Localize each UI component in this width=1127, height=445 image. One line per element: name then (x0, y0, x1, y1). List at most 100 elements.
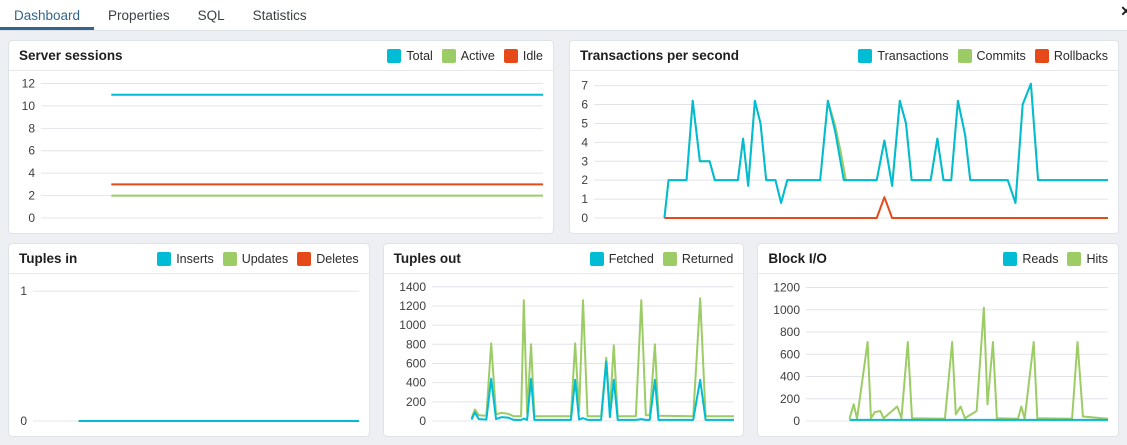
svg-text:7: 7 (581, 79, 588, 93)
legend-item: Idle (503, 48, 543, 63)
svg-text:0: 0 (20, 414, 27, 428)
svg-text:6: 6 (28, 144, 35, 158)
panel-title: Tuples in (19, 251, 78, 266)
svg-text:6: 6 (581, 98, 588, 112)
legend-label: Transactions (877, 48, 949, 63)
svg-text:5: 5 (581, 116, 588, 130)
svg-text:4: 4 (581, 135, 588, 149)
svg-text:2: 2 (581, 173, 588, 187)
dashboard-content: Server sessions Total Active Idle 0 2 4 6 8 1… (0, 31, 1127, 445)
legend-item: Fetched (589, 251, 654, 266)
svg-text:1200: 1200 (399, 299, 426, 313)
legend-item: Inserts (157, 251, 214, 266)
legend-label: Returned (681, 251, 734, 266)
legend-swatch (589, 251, 604, 266)
chart-server-sessions: 0 2 4 6 8 10 12 (9, 71, 553, 232)
legend-swatch (503, 48, 518, 63)
legend-label: Fetched (608, 251, 654, 266)
svg-text:1000: 1000 (774, 303, 801, 317)
svg-text:200: 200 (780, 392, 800, 406)
svg-text:1000: 1000 (399, 318, 426, 332)
legend: Inserts Updates Deletes (157, 251, 359, 266)
legend-item: Rollbacks (1034, 48, 1108, 63)
panel-header: Server sessions Total Active Idle (9, 41, 553, 71)
legend-label: Deletes (316, 251, 359, 266)
legend: Reads Hits (1003, 251, 1108, 266)
chart-transactions-per-second: 0 1 2 3 4 5 6 7 (570, 71, 1118, 232)
legend-swatch (297, 251, 312, 266)
legend-swatch (441, 48, 456, 63)
tab-sql[interactable]: SQL (197, 7, 225, 23)
legend-swatch (858, 48, 873, 63)
panel-block-io: Block I/O Reads Hits 0 200 400 600 800 1000 12… (757, 243, 1119, 437)
svg-text:1200: 1200 (774, 281, 801, 295)
legend-label: Commits (976, 48, 1026, 63)
panel-title: Tuples out (393, 251, 461, 266)
panel-header: Tuples in Inserts Updates Deletes (9, 244, 369, 274)
legend-item: Reads (1003, 251, 1059, 266)
tab-properties[interactable]: Properties (108, 7, 170, 23)
legend: Transactions Commits Rollbacks (858, 48, 1108, 63)
legend-label: Reads (1022, 251, 1059, 266)
legend-item: Transactions (858, 48, 949, 63)
svg-text:400: 400 (780, 370, 800, 384)
svg-text:600: 600 (406, 356, 426, 370)
legend-swatch (662, 251, 677, 266)
svg-text:0: 0 (794, 414, 801, 428)
panel-header: Transactions per second Transactions Com… (570, 41, 1118, 71)
svg-text:8: 8 (28, 121, 35, 135)
panel-server-sessions: Server sessions Total Active Idle 0 2 4 6 8 1… (8, 40, 554, 234)
svg-text:200: 200 (406, 395, 426, 409)
panel-tuples-out: Tuples out Fetched Returned 0 200 400 600 80… (382, 243, 745, 437)
legend-label: Rollbacks (1053, 48, 1108, 63)
svg-text:600: 600 (780, 347, 800, 361)
tab-bar: Dashboard Properties SQL Statistics ✕ (0, 0, 1127, 31)
svg-text:10: 10 (22, 99, 36, 113)
legend-item: Hits (1067, 251, 1108, 266)
svg-text:0: 0 (28, 211, 35, 225)
legend-swatch (957, 48, 972, 63)
legend-item: Returned (662, 251, 734, 266)
legend-label: Inserts (176, 251, 214, 266)
legend: Total Active Idle (387, 48, 543, 63)
chart-block-io: 0 200 400 600 800 1000 1200 (758, 274, 1118, 435)
legend-item: Total (387, 48, 433, 63)
legend-swatch (1067, 251, 1082, 266)
legend-label: Idle (522, 48, 543, 63)
svg-text:3: 3 (581, 154, 588, 168)
svg-text:1: 1 (581, 192, 588, 206)
close-icon[interactable]: ✕ (1120, 3, 1127, 19)
panel-title: Transactions per second (580, 48, 740, 63)
legend-label: Active (460, 48, 495, 63)
svg-text:2: 2 (28, 189, 35, 203)
panel-header: Block I/O Reads Hits (758, 244, 1118, 274)
legend: Fetched Returned (589, 251, 734, 266)
legend-label: Hits (1086, 251, 1108, 266)
legend-item: Active (441, 48, 495, 63)
panel-title: Server sessions (19, 48, 123, 63)
tab-dashboard[interactable]: Dashboard (0, 0, 95, 30)
chart-tuples-out: 0 200 400 600 800 1000 1200 1400 (384, 274, 744, 435)
svg-text:4: 4 (28, 166, 35, 180)
svg-text:800: 800 (780, 325, 800, 339)
legend-item: Deletes (297, 251, 359, 266)
svg-text:0: 0 (419, 414, 426, 428)
svg-text:0: 0 (581, 211, 588, 225)
svg-text:800: 800 (406, 337, 426, 351)
legend-swatch (1034, 48, 1049, 63)
tab-statistics[interactable]: Statistics (252, 7, 307, 23)
svg-text:12: 12 (22, 76, 36, 90)
legend-swatch (1003, 251, 1018, 266)
legend-swatch (157, 251, 172, 266)
panel-title: Block I/O (768, 251, 827, 266)
svg-text:1: 1 (20, 284, 27, 298)
legend-swatch (387, 48, 402, 63)
panel-transactions-per-second: Transactions per second Transactions Com… (569, 40, 1119, 234)
legend-swatch (222, 251, 237, 266)
legend-item: Commits (957, 48, 1026, 63)
svg-text:1400: 1400 (399, 280, 426, 294)
panel-header: Tuples out Fetched Returned (383, 244, 744, 274)
legend-item: Updates (222, 251, 288, 266)
